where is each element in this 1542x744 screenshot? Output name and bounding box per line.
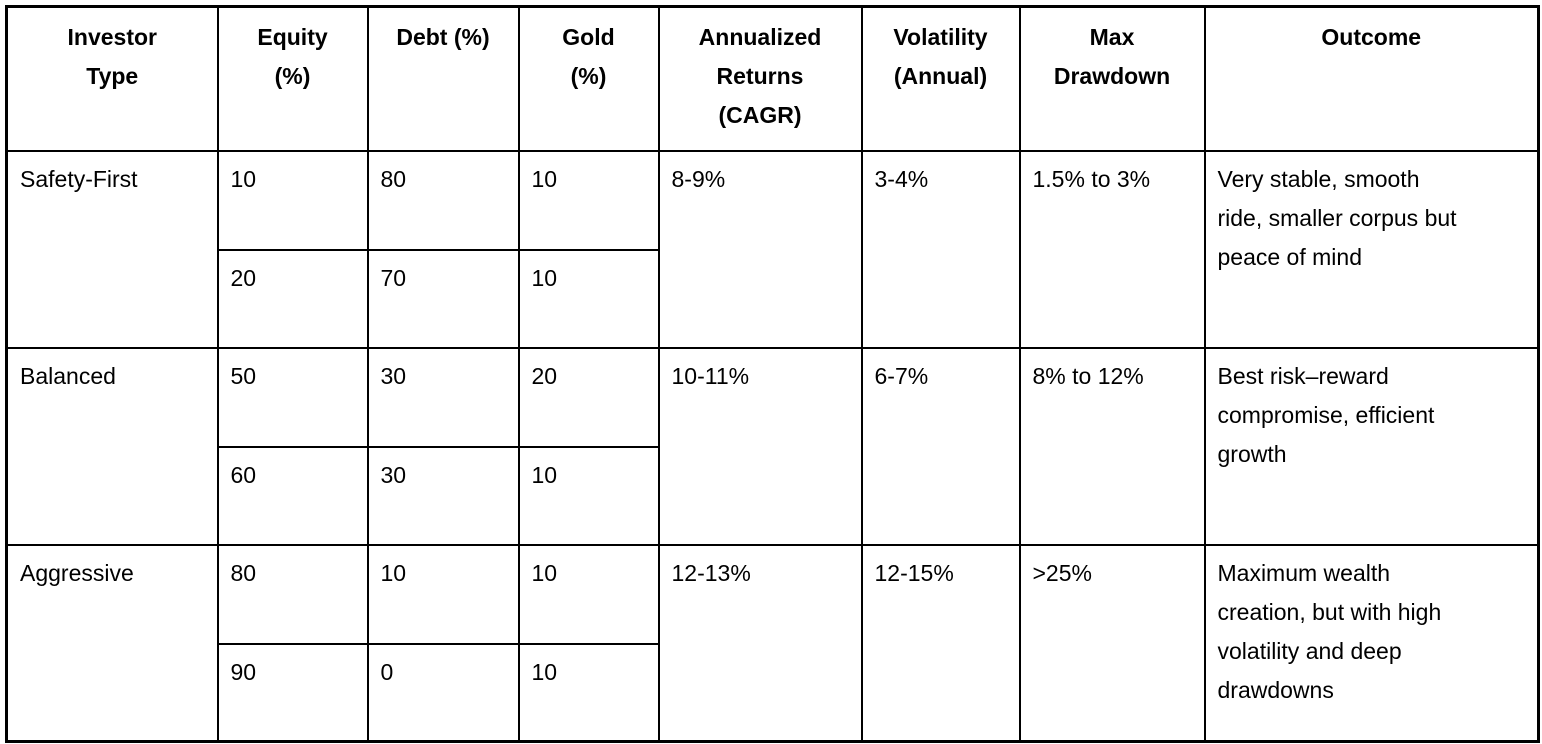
max-drawdown-cell: 1.5% to 3% — [1018, 149, 1206, 349]
debt-cell: 70 — [366, 248, 520, 349]
table-row: 20 70 10 — [7, 248, 1539, 349]
gold-cell: 10 — [517, 248, 660, 349]
debt-cell: 80 — [366, 149, 520, 251]
outcome-cell: Very stable, smooth ride, smaller corpus… — [1203, 149, 1540, 349]
header-debt: Debt (%) — [366, 5, 520, 152]
equity-cell: 10 — [216, 149, 369, 251]
outcome-cell: Best risk–reward compromise, efficient g… — [1203, 346, 1540, 546]
table-row: 90 0 10 — [7, 642, 1539, 743]
gold-cell: 20 — [517, 346, 660, 448]
volatility-cell: 12-15% — [860, 543, 1021, 743]
equity-cell: 20 — [216, 248, 369, 349]
header-annualized-returns: Annualized Returns (CAGR) — [657, 5, 863, 152]
header-outcome: Outcome — [1203, 5, 1540, 152]
equity-cell: 60 — [216, 445, 369, 546]
equity-cell: 80 — [216, 543, 369, 645]
equity-cell: 90 — [216, 642, 369, 743]
max-drawdown-cell: >25% — [1018, 543, 1206, 743]
investor-type-cell: Balanced — [5, 346, 219, 546]
debt-cell: 30 — [366, 346, 520, 448]
header-investor-type: Investor Type — [5, 5, 219, 152]
table-row: Balanced 50 30 20 10-11% 6-7% 8% to 12% … — [5, 346, 1540, 546]
table-row: Safety-First 10 80 10 8-9% 3-4% 1.5% to … — [5, 149, 1540, 349]
gold-cell: 10 — [517, 642, 660, 743]
equity-cell: 50 — [216, 346, 369, 448]
volatility-cell: 6-7% — [860, 346, 1021, 546]
header-equity: Equity (%) — [216, 5, 369, 152]
annualized-returns-cell: 12-13% — [657, 543, 863, 743]
debt-cell: 0 — [366, 642, 520, 743]
debt-cell: 10 — [366, 543, 520, 645]
header-volatility: Volatility (Annual) — [860, 5, 1021, 152]
header-gold: Gold (%) — [517, 5, 660, 152]
volatility-cell: 3-4% — [860, 149, 1021, 349]
outcome-text: Maximum wealth creation, but with high v… — [1217, 559, 1442, 703]
investor-type-cell: Aggressive — [5, 543, 219, 743]
gold-cell: 10 — [517, 149, 660, 251]
max-drawdown-cell: 8% to 12% — [1018, 346, 1206, 546]
table-header-row: Investor Type Equity (%) Debt (%) Gold (… — [5, 5, 1540, 152]
gold-cell: 10 — [517, 445, 660, 546]
outcome-text: Very stable, smooth ride, smaller corpus… — [1217, 165, 1457, 270]
header-max-drawdown: Max Drawdown — [1018, 5, 1206, 152]
outcome-text: Best risk–reward compromise, efficient g… — [1217, 362, 1435, 467]
annualized-returns-cell: 10-11% — [657, 346, 863, 546]
gold-cell: 10 — [517, 543, 660, 645]
portfolio-allocation-table: Investor Type Equity (%) Debt (%) Gold (… — [5, 5, 1540, 743]
table-row: 60 30 10 — [7, 445, 1539, 546]
debt-cell: 30 — [366, 445, 520, 546]
outcome-cell: Maximum wealth creation, but with high v… — [1203, 543, 1540, 743]
annualized-returns-cell: 8-9% — [657, 149, 863, 349]
investor-type-cell: Safety-First — [5, 149, 219, 349]
table-row: Aggressive 80 10 10 12-13% 12-15% >25% M… — [5, 543, 1540, 743]
